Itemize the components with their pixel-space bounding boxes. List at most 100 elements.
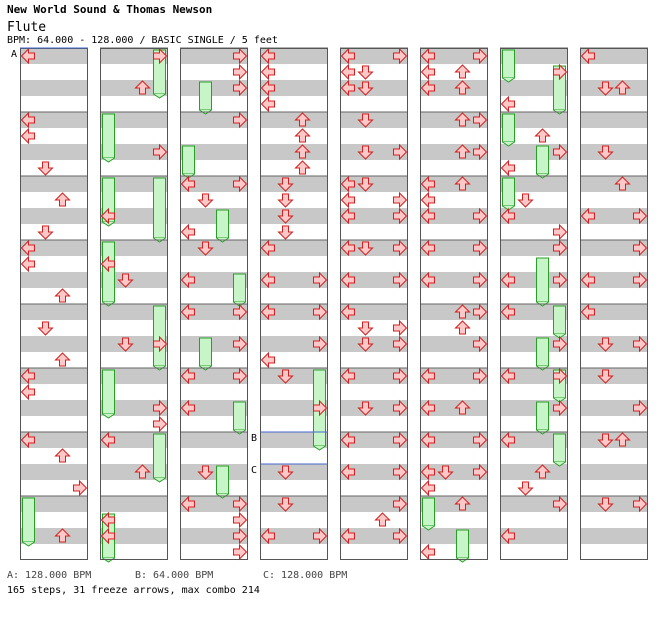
measure-stripe xyxy=(20,144,88,160)
measure-stripe xyxy=(20,304,88,320)
step-arrow xyxy=(295,160,310,175)
measure-stripe xyxy=(20,400,88,416)
chart-column-frame xyxy=(100,48,168,560)
step-arrow xyxy=(421,64,435,80)
measure-stripe xyxy=(580,432,648,448)
song-artist: New World Sound & Thomas Newson xyxy=(7,3,213,16)
measure-stripe xyxy=(260,528,328,544)
step-arrow xyxy=(375,512,390,527)
measure-stripe xyxy=(340,400,408,416)
measure-stripe xyxy=(580,272,648,288)
measure-stripe xyxy=(500,464,568,480)
measure-stripe xyxy=(340,144,408,160)
measure-stripe xyxy=(580,400,648,416)
measure-stripe xyxy=(500,528,568,544)
freeze-tail xyxy=(313,445,326,451)
measure-stripe xyxy=(20,368,88,384)
measure-stripe xyxy=(100,336,168,352)
bpm-legend-a: A: 128.000 BPM xyxy=(7,570,92,581)
step-arrow xyxy=(38,225,53,240)
freeze-arrow xyxy=(102,113,115,159)
freeze-arrow xyxy=(199,81,212,111)
measure-stripe xyxy=(180,400,248,416)
measure-stripe xyxy=(420,496,488,512)
measure-stripe xyxy=(340,432,408,448)
freeze-arrow xyxy=(182,145,195,175)
chart-column-frame xyxy=(420,48,488,560)
measure-stripe xyxy=(580,240,648,256)
measure-stripe xyxy=(500,48,568,64)
freeze-arrow xyxy=(536,145,549,175)
measure-stripe xyxy=(420,240,488,256)
measure-stripe xyxy=(420,144,488,160)
measure-stripe xyxy=(100,144,168,160)
step-arrow xyxy=(153,416,167,432)
measure-stripe xyxy=(20,48,88,64)
step-arrow xyxy=(55,288,70,303)
measure-stripe xyxy=(100,496,168,512)
chart-info: BPM: 64.000 - 128.000 / BASIC SINGLE / 5… xyxy=(7,35,278,46)
measure-stripe xyxy=(260,464,328,480)
measure-stripe xyxy=(180,464,248,480)
measure-stripe xyxy=(180,336,248,352)
measure-stripe xyxy=(340,304,408,320)
measure-stripe xyxy=(260,432,328,448)
measure-stripe xyxy=(180,208,248,224)
chart-column-frame xyxy=(340,48,408,560)
measure-stripe xyxy=(180,144,248,160)
measure-stripe xyxy=(20,528,88,544)
measure-stripe xyxy=(420,208,488,224)
measure-stripe xyxy=(180,368,248,384)
step-arrow xyxy=(358,321,373,336)
measure-stripe xyxy=(180,80,248,96)
bpm-change-label: B xyxy=(251,433,257,444)
measure-stripe xyxy=(580,336,648,352)
freeze-arrow xyxy=(153,177,166,239)
freeze-arrow xyxy=(502,49,515,79)
step-arrow xyxy=(21,384,35,400)
freeze-arrow xyxy=(553,433,566,463)
measure-stripe xyxy=(500,80,568,96)
step-arrow xyxy=(233,544,247,560)
measure-stripe xyxy=(340,336,408,352)
measure-stripe xyxy=(260,336,328,352)
measure-stripe xyxy=(420,400,488,416)
freeze-arrow xyxy=(216,465,229,495)
measure-stripe xyxy=(100,176,168,192)
measure-stripe xyxy=(180,48,248,64)
step-arrow xyxy=(261,96,275,112)
step-chart: A B C xyxy=(11,47,648,563)
measure-stripe xyxy=(580,368,648,384)
measure-stripe xyxy=(420,528,488,544)
measure-stripe xyxy=(20,176,88,192)
measure-stripe xyxy=(20,272,88,288)
measure-stripe xyxy=(260,400,328,416)
freeze-arrow xyxy=(153,433,166,479)
step-arrow xyxy=(55,448,70,463)
freeze-tail xyxy=(102,157,115,163)
measure-stripe xyxy=(20,336,88,352)
step-arrow xyxy=(535,128,550,143)
measure-stripe xyxy=(260,48,328,64)
measure-stripe xyxy=(580,304,648,320)
freeze-arrow xyxy=(199,337,212,367)
measure-stripe xyxy=(500,272,568,288)
measure-stripe xyxy=(340,112,408,128)
measure-stripe xyxy=(180,528,248,544)
freeze-tail xyxy=(153,93,166,99)
freeze-tail xyxy=(502,77,515,83)
freeze-arrow xyxy=(502,113,515,143)
freeze-tail xyxy=(102,221,115,227)
freeze-tail xyxy=(553,461,566,467)
freeze-arrow xyxy=(502,177,515,207)
chart-column-frame xyxy=(260,48,328,560)
step-arrow xyxy=(501,96,515,112)
measure-stripe xyxy=(260,496,328,512)
freeze-arrow xyxy=(102,241,115,303)
step-arrow xyxy=(518,481,533,496)
measure-stripe xyxy=(420,112,488,128)
measure-stripe xyxy=(420,304,488,320)
measure-stripe xyxy=(20,496,88,512)
measure-stripe xyxy=(260,144,328,160)
measure-stripe xyxy=(340,80,408,96)
